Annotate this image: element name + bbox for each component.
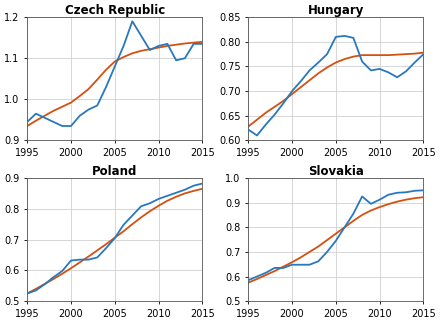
Title: Slovakia: Slovakia <box>308 165 364 178</box>
Title: Hungary: Hungary <box>308 4 364 17</box>
Title: Czech Republic: Czech Republic <box>65 4 165 17</box>
Title: Poland: Poland <box>92 165 137 178</box>
